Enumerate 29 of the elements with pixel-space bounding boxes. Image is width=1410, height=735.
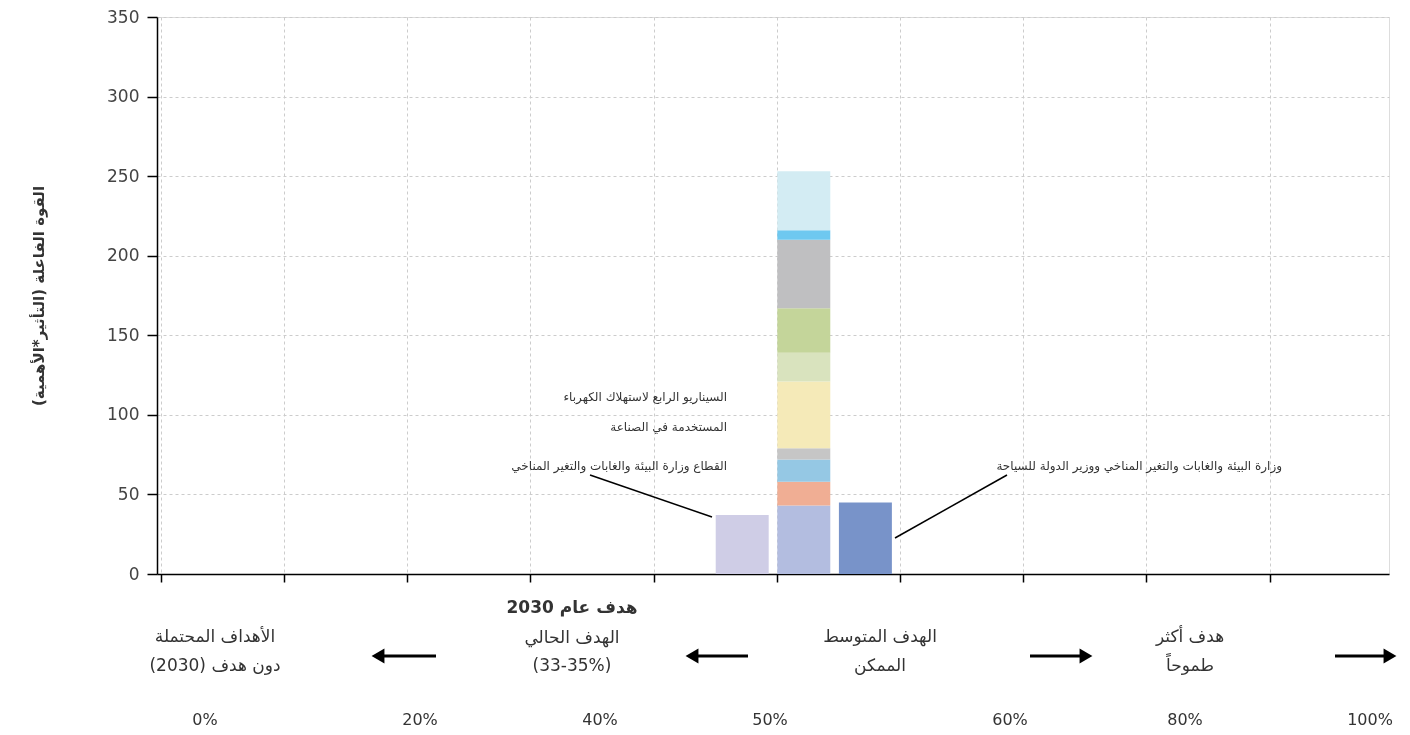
text: دون هدف (2030) [149, 655, 281, 675]
text: 0% [192, 710, 218, 729]
y-tick-label: 0 [128, 563, 140, 584]
y-tick-label: 50 [117, 483, 140, 504]
annotation: المستخدمة في الصناعة [610, 420, 727, 434]
text: هدف عام 2030 [506, 597, 638, 617]
text: الهدف الحالي [524, 627, 620, 648]
y-tick-label: 200 [107, 245, 140, 266]
y-axis-title: القوة الفاعلة (التأثير*الأهمية) [29, 185, 49, 407]
y-tick-label: 150 [107, 324, 140, 345]
text: 60% [992, 710, 1028, 729]
text: هدف أكثر [1154, 625, 1225, 646]
y-tick-label: 250 [107, 165, 140, 186]
annotation: السيناريو الرابع لاستهلاك الكهرباء [563, 390, 727, 405]
text: (33-35%) [532, 655, 612, 675]
y-tick-label: 100 [107, 404, 140, 425]
annotation: القطاع وزارة البيئة والغابات والتغير المناخي [511, 459, 727, 474]
text: 40% [582, 710, 618, 729]
text: الممكن [854, 655, 906, 675]
text: 20% [402, 710, 438, 729]
text: 50% [752, 710, 788, 729]
text: 80% [1167, 710, 1203, 729]
annotation: وزارة البيئة والغابات والتغير المناخي ووزير الدولة للسياحة [996, 459, 1282, 474]
y-tick-label: 300 [107, 86, 140, 107]
text: الأهداف المحتملة [154, 626, 276, 646]
text: طموحاً [1165, 652, 1214, 675]
text: الهدف المتوسط [823, 626, 937, 647]
text: 100% [1347, 710, 1393, 729]
y-tick-label: 350 [107, 6, 140, 27]
